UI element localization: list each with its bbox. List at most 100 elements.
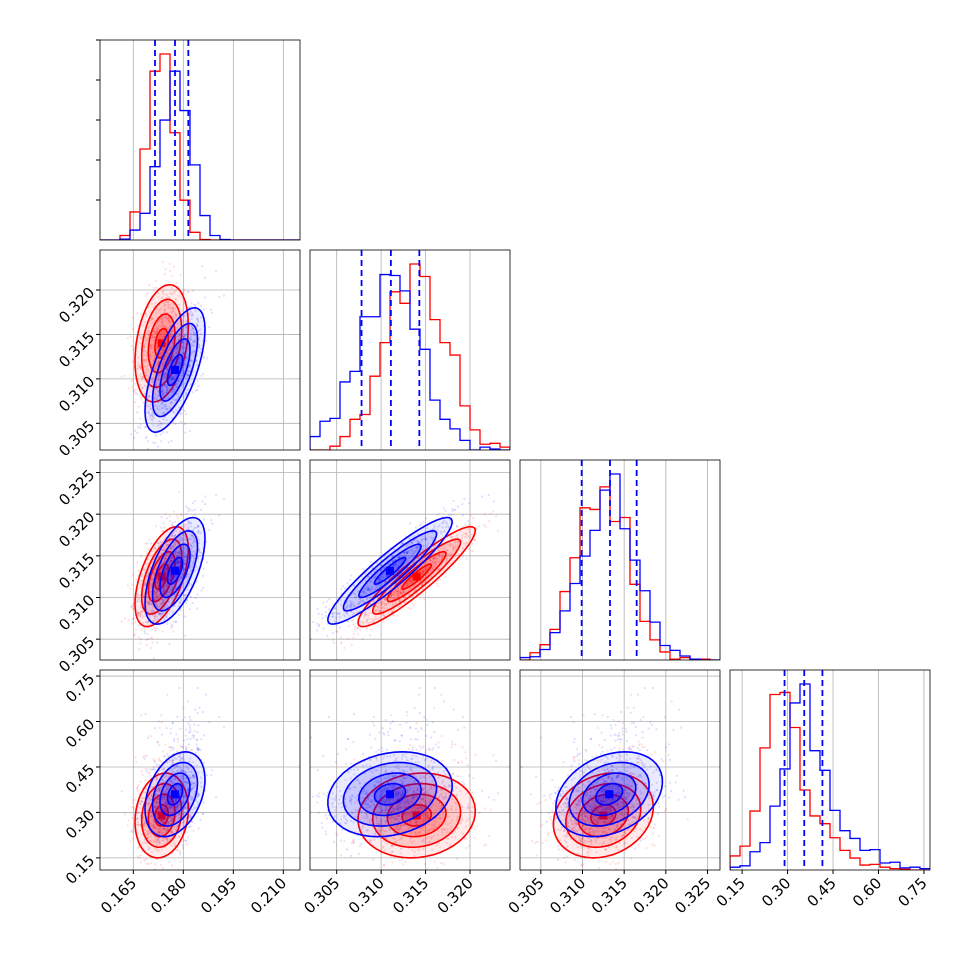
sample-point bbox=[143, 627, 146, 630]
sample-point bbox=[199, 332, 202, 336]
sample-point bbox=[408, 522, 412, 525]
sample-point bbox=[324, 605, 327, 609]
sample-point bbox=[160, 526, 163, 529]
sample-point bbox=[179, 362, 182, 365]
sample-point bbox=[198, 344, 201, 347]
sample-point bbox=[176, 392, 179, 395]
sample-point bbox=[203, 296, 207, 299]
sample-point bbox=[143, 454, 145, 456]
panel-frame bbox=[309, 249, 511, 451]
sample-point bbox=[202, 567, 205, 571]
sample-point bbox=[150, 346, 154, 349]
sample-point bbox=[169, 546, 172, 549]
sample-point bbox=[141, 614, 144, 617]
sample-point bbox=[144, 581, 147, 585]
histogram-step-0 bbox=[310, 263, 510, 450]
sample-point bbox=[156, 347, 159, 350]
sample-point bbox=[155, 327, 158, 330]
sample-point bbox=[166, 614, 169, 617]
sample-point bbox=[136, 411, 139, 414]
sample-point bbox=[349, 578, 352, 581]
sample-point bbox=[158, 353, 161, 356]
sample-point bbox=[195, 580, 199, 583]
sample-point bbox=[177, 561, 181, 564]
sample-point bbox=[173, 575, 176, 578]
sample-point bbox=[165, 404, 168, 408]
sample-point bbox=[156, 597, 159, 600]
sample-point bbox=[191, 312, 194, 315]
sample-point bbox=[154, 332, 157, 335]
sample-point bbox=[182, 371, 185, 374]
sample-point bbox=[425, 517, 428, 520]
sample-point bbox=[177, 578, 181, 581]
sample-point bbox=[162, 305, 166, 308]
sample-point bbox=[151, 419, 154, 422]
sample-point bbox=[193, 508, 196, 511]
sample-point bbox=[140, 610, 143, 613]
sample-point bbox=[327, 608, 331, 611]
sample-point bbox=[161, 323, 164, 326]
sample-point bbox=[210, 518, 213, 522]
sample-point bbox=[411, 602, 414, 605]
sample-point bbox=[183, 409, 187, 413]
sample-point bbox=[196, 319, 200, 322]
sample-point bbox=[137, 324, 140, 327]
sample-point bbox=[175, 386, 178, 389]
y-tick-label: 0.305 bbox=[55, 417, 98, 460]
sample-point bbox=[154, 568, 157, 571]
sample-point bbox=[178, 379, 181, 382]
sample-point bbox=[172, 376, 176, 379]
sample-point bbox=[143, 345, 146, 348]
sample-point bbox=[162, 362, 165, 365]
sample-point bbox=[137, 846, 140, 850]
sample-point bbox=[471, 549, 474, 553]
sample-point bbox=[155, 362, 158, 365]
sample-point bbox=[136, 613, 139, 616]
sample-point bbox=[136, 561, 139, 564]
sample-point bbox=[145, 411, 148, 414]
sample-point bbox=[467, 519, 470, 523]
sample-point bbox=[187, 374, 190, 377]
sample-point bbox=[167, 553, 170, 556]
sample-point bbox=[163, 331, 166, 334]
sample-point bbox=[154, 615, 157, 618]
sample-point bbox=[180, 345, 183, 348]
sample-point bbox=[168, 547, 172, 550]
sample-point bbox=[134, 400, 137, 404]
sample-point bbox=[176, 381, 179, 384]
grid-lines bbox=[540, 460, 708, 660]
sample-point bbox=[171, 374, 174, 377]
sample-point bbox=[162, 292, 165, 295]
sample-point bbox=[198, 336, 201, 339]
sample-point bbox=[135, 367, 138, 370]
sample-point bbox=[177, 565, 180, 568]
sample-point bbox=[141, 376, 144, 379]
sample-point bbox=[184, 357, 187, 360]
sample-point bbox=[139, 337, 142, 340]
sample-point bbox=[131, 583, 134, 586]
sample-point bbox=[167, 367, 170, 370]
sample-point bbox=[162, 548, 165, 552]
sample-point bbox=[166, 693, 169, 696]
sample-point bbox=[143, 632, 146, 635]
sample-point bbox=[169, 570, 172, 573]
sample-point bbox=[199, 316, 203, 319]
sample-point bbox=[197, 538, 200, 542]
sample-point bbox=[170, 286, 173, 290]
sample-point bbox=[181, 374, 184, 377]
sample-point bbox=[154, 596, 157, 599]
sample-point bbox=[176, 348, 179, 352]
sample-point bbox=[155, 593, 159, 597]
sample-point bbox=[175, 398, 178, 401]
sample-point bbox=[191, 314, 194, 317]
sample-point bbox=[184, 601, 188, 604]
sample-point bbox=[351, 618, 355, 621]
sample-point bbox=[152, 286, 155, 289]
sample-point bbox=[148, 386, 151, 389]
sample-point bbox=[356, 626, 359, 629]
sample-point bbox=[162, 581, 165, 584]
sample-point bbox=[170, 335, 173, 338]
sample-point bbox=[176, 282, 179, 285]
sample-point bbox=[145, 358, 148, 361]
sample-point bbox=[151, 637, 154, 640]
